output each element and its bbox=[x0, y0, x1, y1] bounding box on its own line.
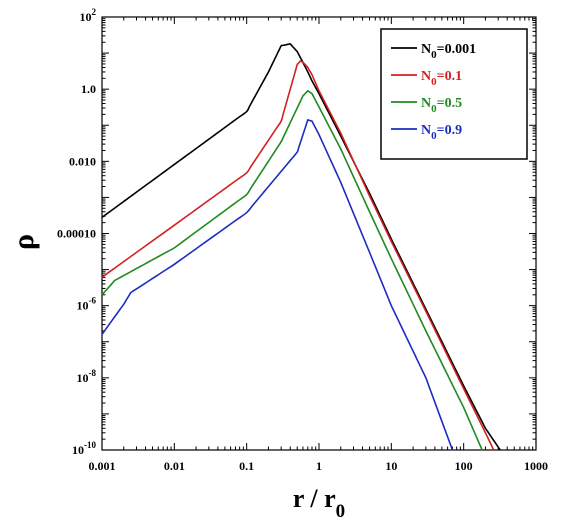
legend-label-base: N bbox=[421, 69, 431, 84]
y-tick-label-exp: -6 bbox=[89, 296, 97, 306]
x-tick-label: 0.001 bbox=[89, 459, 116, 473]
y-tick-label: 0.00010 bbox=[57, 227, 96, 241]
x-tick-label: 0.01 bbox=[164, 459, 185, 473]
legend-label-3: N0=0.9 bbox=[421, 123, 462, 142]
y-tick-label-base: 10 bbox=[80, 10, 92, 24]
x-tick-label: 1 bbox=[316, 459, 322, 473]
legend-label-base: N bbox=[421, 123, 431, 138]
y-tick-label: 10-6 bbox=[77, 296, 97, 313]
x-axis-title: r / r0 bbox=[293, 484, 345, 522]
legend-label-sub: 0 bbox=[431, 103, 437, 115]
x-axis-title-main: r / r bbox=[293, 484, 336, 513]
legend-label-2: N0=0.5 bbox=[421, 96, 462, 115]
y-tick-label: 0.010 bbox=[69, 154, 96, 168]
y-tick-label: 1.0 bbox=[81, 82, 96, 96]
legend-label-rest: =0.001 bbox=[437, 42, 476, 57]
legend-label-sub: 0 bbox=[431, 76, 437, 88]
series-line-2 bbox=[101, 90, 483, 451]
x-tick-label: 1000 bbox=[524, 459, 548, 473]
legend-label-rest: =0.5 bbox=[437, 96, 462, 111]
y-tick-label: 10-8 bbox=[77, 368, 97, 385]
legend-label-0: N0=0.001 bbox=[421, 42, 476, 61]
y-tick-label-exp: 2 bbox=[92, 7, 97, 17]
legend-label-rest: =0.9 bbox=[437, 123, 462, 138]
x-tick-label: 10 bbox=[385, 459, 397, 473]
series-line-0 bbox=[101, 43, 501, 451]
y-tick-label: 10-10 bbox=[72, 440, 96, 457]
legend-label-base: N bbox=[421, 42, 431, 57]
series-line-1 bbox=[101, 60, 495, 451]
x-tick-label: 100 bbox=[455, 459, 473, 473]
legend-box bbox=[380, 28, 528, 160]
y-tick-label: 102 bbox=[80, 7, 97, 24]
x-tick-labels: 0.001 0.01 0.1 1 10 100 1000 bbox=[89, 459, 549, 473]
plot-area bbox=[101, 43, 501, 451]
y-axis-title: ρ bbox=[7, 234, 40, 250]
y-tick-label-base: 10 bbox=[72, 443, 84, 457]
legend-label-sub: 0 bbox=[431, 130, 437, 142]
series-line-3 bbox=[101, 118, 454, 451]
legend-label-rest: =0.1 bbox=[437, 69, 462, 84]
y-tick-label-exp: -8 bbox=[89, 368, 97, 378]
legend-label-base: N bbox=[421, 96, 431, 111]
x-axis-title-sub: 0 bbox=[336, 501, 346, 522]
x-tick-label: 0.1 bbox=[239, 459, 254, 473]
y-tick-label-exp: -10 bbox=[84, 440, 96, 450]
y-tick-label-base: 10 bbox=[77, 299, 89, 313]
legend-label-sub: 0 bbox=[431, 49, 437, 61]
y-tick-label-base: 10 bbox=[77, 371, 89, 385]
axis-ticks bbox=[101, 17, 536, 451]
legend-label-1: N0=0.1 bbox=[421, 69, 462, 88]
